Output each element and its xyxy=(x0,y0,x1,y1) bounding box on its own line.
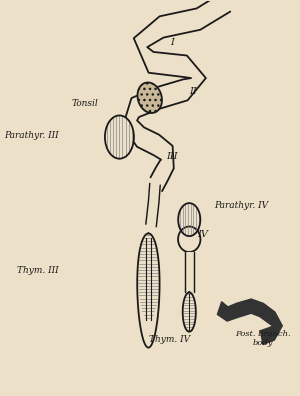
Text: Parathyr. III: Parathyr. III xyxy=(4,131,59,140)
Text: III: III xyxy=(166,152,178,161)
Polygon shape xyxy=(183,292,196,332)
Text: Thym. IV: Thym. IV xyxy=(149,335,190,343)
Circle shape xyxy=(178,203,200,236)
Polygon shape xyxy=(184,252,194,292)
Polygon shape xyxy=(137,233,160,348)
Polygon shape xyxy=(146,183,160,227)
Text: Thym. III: Thym. III xyxy=(17,266,59,275)
Text: Post. branch.
body: Post. branch. body xyxy=(235,330,291,347)
Text: II: II xyxy=(189,87,197,96)
Text: IV: IV xyxy=(197,230,208,239)
Text: Parathyr. IV: Parathyr. IV xyxy=(214,201,268,210)
Text: I: I xyxy=(170,38,174,47)
Circle shape xyxy=(105,115,134,159)
Text: Tonsil: Tonsil xyxy=(72,99,98,108)
Polygon shape xyxy=(123,0,230,191)
Ellipse shape xyxy=(137,82,162,113)
Ellipse shape xyxy=(178,227,200,252)
Polygon shape xyxy=(218,299,282,345)
